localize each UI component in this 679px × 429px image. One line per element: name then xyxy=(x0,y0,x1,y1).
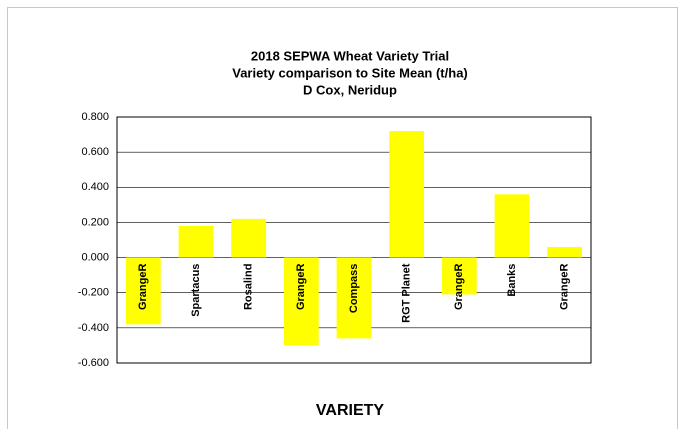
bar xyxy=(283,257,319,346)
bar xyxy=(547,247,583,258)
bar xyxy=(125,257,161,325)
y-tick-label: -0.200 xyxy=(78,287,109,299)
chart-title: D Cox, Neridup xyxy=(303,82,397,97)
bar xyxy=(441,257,477,295)
x-tick-label: GrangeR xyxy=(453,264,465,311)
plot-border xyxy=(116,116,592,364)
x-tick-label: GrangeR xyxy=(137,264,149,311)
chart-title: 2018 SEPWA Wheat Variety Trial xyxy=(251,48,449,63)
x-tick-label: Compass xyxy=(348,264,360,314)
y-tick-label: -0.600 xyxy=(78,357,109,369)
x-axis-label: VARIETY xyxy=(316,402,384,419)
x-tick-label: Banks xyxy=(506,264,518,297)
y-tick-label: 0.000 xyxy=(81,251,109,263)
y-tick-label: -0.400 xyxy=(78,322,109,334)
x-tick-label: GrangeR xyxy=(559,264,571,311)
bar xyxy=(494,194,530,258)
bar xyxy=(231,218,267,258)
chart-title: Variety comparison to Site Mean (t/ha) xyxy=(232,65,468,80)
x-tick-label: RGT Planet xyxy=(401,263,413,323)
bar xyxy=(178,225,214,258)
y-tick-label: 0.600 xyxy=(81,146,109,158)
chart-frame xyxy=(7,7,678,429)
bar xyxy=(336,257,372,339)
y-tick-label: 0.200 xyxy=(81,216,109,228)
x-tick-label: Spartacus xyxy=(190,264,202,317)
x-tick-label: GrangeR xyxy=(295,264,307,311)
y-tick-label: 0.800 xyxy=(81,111,109,123)
x-tick-label: Rosalind xyxy=(243,264,255,310)
bar xyxy=(389,131,425,258)
y-tick-label: 0.400 xyxy=(81,181,109,193)
